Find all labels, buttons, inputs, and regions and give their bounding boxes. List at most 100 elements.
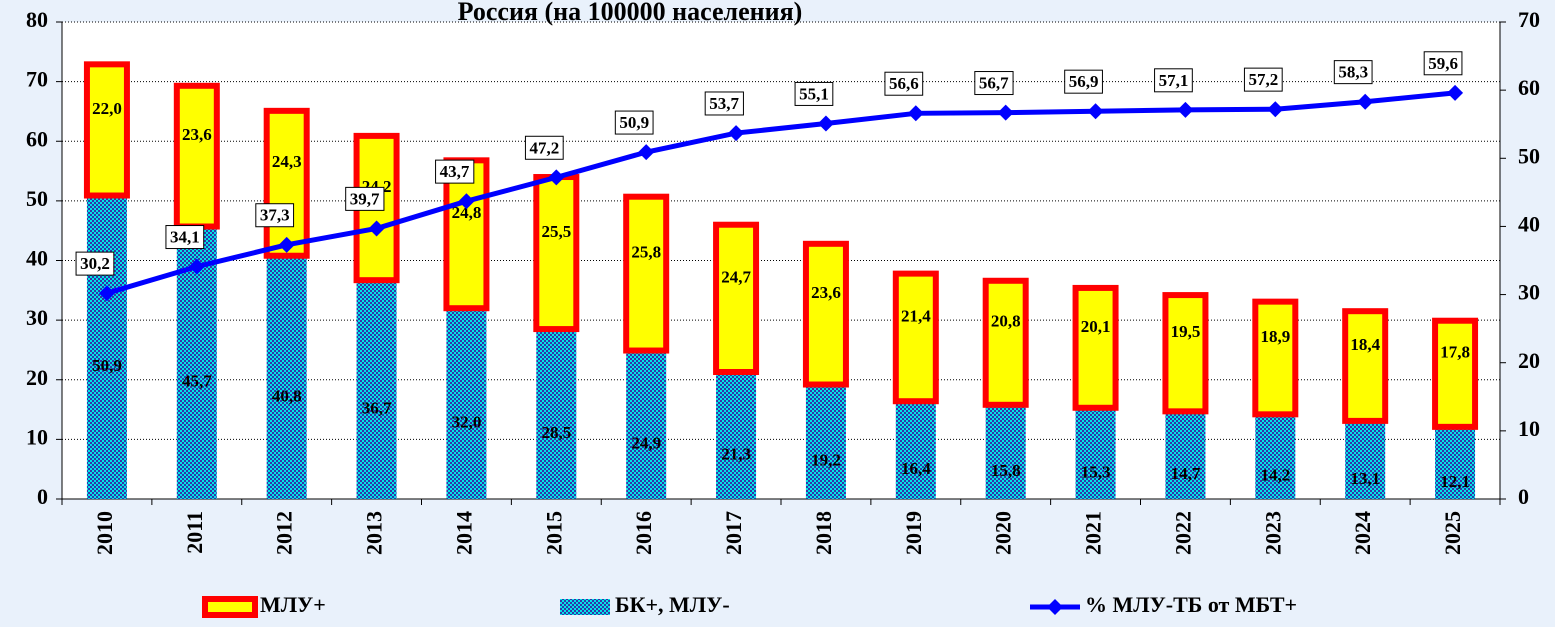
y2-tick-label: 70 <box>1518 7 1540 32</box>
label-box <box>1064 69 1103 94</box>
data-label: 14,2 <box>1260 466 1290 485</box>
marker <box>98 285 115 302</box>
marker <box>548 169 565 186</box>
bar <box>1342 308 1389 424</box>
bar <box>895 401 936 499</box>
y2-tick-label: 40 <box>1518 211 1540 236</box>
legend-swatch <box>202 596 258 618</box>
marker <box>1087 103 1104 120</box>
label-box <box>1333 60 1373 85</box>
label-box <box>435 159 475 184</box>
data-label: 25,5 <box>541 222 571 241</box>
bar <box>892 270 939 405</box>
label-box <box>1423 51 1463 76</box>
data-label: 18,4 <box>1350 335 1380 354</box>
label-box <box>704 91 744 116</box>
bar <box>1165 411 1206 499</box>
bar <box>356 280 397 499</box>
y2-tick-label: 0 <box>1518 484 1529 509</box>
x-tick-label: 2021 <box>1081 511 1106 555</box>
bar <box>446 308 487 499</box>
data-label: 21,3 <box>721 444 751 463</box>
y-tick-label: 50 <box>26 186 48 211</box>
bar <box>1255 414 1296 499</box>
label-box <box>255 203 295 228</box>
x-tick-label: 2010 <box>92 511 117 555</box>
label-box <box>884 71 924 96</box>
marker <box>368 220 385 237</box>
data-label: 16,4 <box>901 459 931 478</box>
x-tick-label: 2013 <box>362 511 387 555</box>
bar <box>1072 284 1119 411</box>
marker <box>278 236 295 253</box>
data-label: 57,1 <box>1159 71 1189 90</box>
data-label: 22,0 <box>92 99 122 118</box>
marker <box>728 125 745 142</box>
legend-label: % МЛУ-ТБ от МБТ+ <box>1085 592 1297 617</box>
bar <box>623 193 670 354</box>
bar <box>83 61 130 199</box>
data-label: 20,8 <box>991 312 1021 331</box>
data-label: 24,9 <box>631 434 661 453</box>
y-tick-label: 40 <box>26 246 48 271</box>
legend-swatch <box>560 599 610 615</box>
bar <box>266 255 307 499</box>
label-box <box>974 71 1014 96</box>
data-label: 37,3 <box>260 206 290 225</box>
data-label: 15,3 <box>1081 462 1111 481</box>
label-box <box>524 135 564 160</box>
data-label: 20,1 <box>1081 317 1111 336</box>
bar <box>716 371 757 499</box>
y-tick-label: 80 <box>26 7 48 32</box>
x-tick-label: 2016 <box>631 511 656 555</box>
data-label: 39,7 <box>350 189 380 208</box>
marker <box>1177 101 1194 118</box>
legend-swatch <box>1047 599 1063 615</box>
data-label: 34,1 <box>170 228 200 247</box>
data-label: 28,5 <box>541 423 571 442</box>
x-tick-label: 2025 <box>1440 511 1465 555</box>
bar <box>86 195 127 500</box>
x-tick-label: 2019 <box>901 511 926 555</box>
data-label: 43,7 <box>440 162 470 181</box>
y-tick-label: 0 <box>37 484 48 509</box>
marker <box>1357 93 1374 110</box>
bar <box>533 174 580 333</box>
marker <box>1267 101 1284 118</box>
x-tick-label: 2014 <box>451 511 476 555</box>
label-box <box>75 251 115 276</box>
data-label: 58,3 <box>1338 63 1368 82</box>
data-label: 50,9 <box>92 356 122 375</box>
bar <box>1162 292 1209 415</box>
y2-tick-label: 10 <box>1518 416 1540 441</box>
x-tick-label: 2011 <box>182 511 207 554</box>
bar <box>536 329 577 499</box>
x-tick-label: 2023 <box>1260 511 1285 555</box>
bar <box>985 404 1026 499</box>
data-label: 53,7 <box>709 94 739 113</box>
marker <box>188 258 205 275</box>
data-label: 13,1 <box>1350 469 1380 488</box>
data-label: 45,7 <box>182 372 212 391</box>
label-box <box>614 110 654 135</box>
label-box <box>794 81 834 106</box>
marker <box>997 104 1014 121</box>
data-label: 30,2 <box>80 254 110 273</box>
data-label: 19,2 <box>811 451 841 470</box>
data-label: 19,5 <box>1171 322 1201 341</box>
marker <box>1447 84 1464 101</box>
label-box <box>1154 68 1193 93</box>
data-label: 15,8 <box>991 461 1021 480</box>
y-tick-label: 20 <box>26 365 48 390</box>
bar <box>263 107 310 259</box>
y2-tick-label: 20 <box>1518 348 1540 373</box>
bar <box>173 82 220 230</box>
data-label: 14,7 <box>1171 464 1201 483</box>
data-label: 32,0 <box>452 413 482 432</box>
x-tick-label: 2022 <box>1170 511 1195 555</box>
y-tick-label: 70 <box>26 67 48 92</box>
bar <box>1252 298 1299 418</box>
marker <box>817 115 834 132</box>
data-label: 25,8 <box>631 243 661 262</box>
marker <box>458 193 475 210</box>
